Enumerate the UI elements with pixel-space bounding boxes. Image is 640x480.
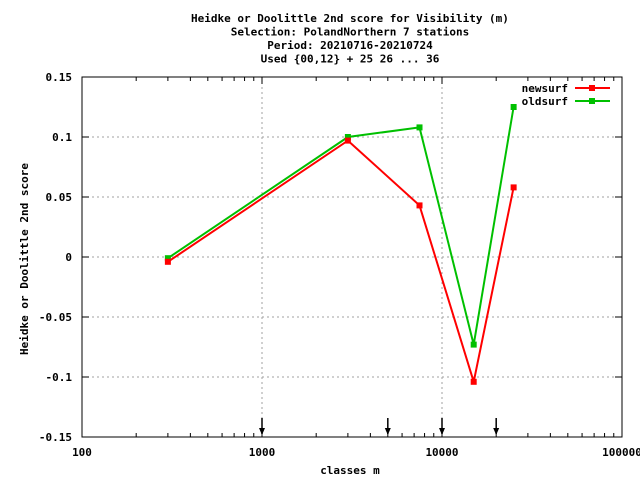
class-marker-arrowhead <box>439 428 445 435</box>
data-point-newsurf <box>164 258 171 265</box>
x-tick-label: 100 <box>72 446 92 459</box>
series-lines <box>164 104 517 385</box>
data-point-newsurf <box>510 184 517 191</box>
class-marker-arrowhead <box>259 428 265 435</box>
data-point-oldsurf <box>416 124 423 131</box>
title-line-2: Period: 20210716-20210724 <box>267 39 433 52</box>
y-tick-label: 0.1 <box>52 131 72 144</box>
grid-lines <box>82 77 622 437</box>
data-point-oldsurf <box>344 134 351 140</box>
data-point-oldsurf <box>510 104 517 110</box>
y-tick-label: -0.05 <box>39 311 72 324</box>
class-marker-arrowhead <box>493 428 500 435</box>
title-line-3: Used {00,12} + 25 26 ... 36 <box>261 53 440 66</box>
x-tick-label: 1000 <box>249 446 276 459</box>
data-point-oldsurf <box>470 341 477 348</box>
chart-title: Heidke or Doolittle 2nd score for Visibi… <box>191 12 509 66</box>
legend-label-oldsurf: oldsurf <box>522 95 568 108</box>
title-line-1: Selection: PolandNorthern 7 stations <box>231 26 469 39</box>
legend-marker-newsurf <box>589 85 595 91</box>
y-tick-label: 0.15 <box>46 71 73 84</box>
data-point-newsurf <box>344 137 351 144</box>
x-tick-label: 100000 <box>602 446 640 459</box>
data-point-oldsurf <box>164 255 171 262</box>
series-line-newsurf <box>167 139 515 383</box>
y-tick-label: 0 <box>65 251 72 264</box>
y-tick-label: 0.05 <box>46 191 73 204</box>
title-line-0: Heidke or Doolittle 2nd score for Visibi… <box>191 12 509 25</box>
y-tick-label: -0.1 <box>46 371 73 384</box>
legend-label-newsurf: newsurf <box>522 82 568 95</box>
y-tick-label: -0.15 <box>39 431 72 444</box>
data-point-newsurf <box>416 202 423 209</box>
class-markers <box>259 418 500 435</box>
legend-marker-oldsurf <box>589 98 595 104</box>
x-tick-label: 10000 <box>425 446 458 459</box>
class-marker-arrowhead <box>384 428 391 435</box>
data-point-newsurf <box>470 378 477 385</box>
y-axis-label: Heidke or Doolittle 2nd score <box>18 163 31 355</box>
x-axis-label: classes m <box>320 464 380 477</box>
